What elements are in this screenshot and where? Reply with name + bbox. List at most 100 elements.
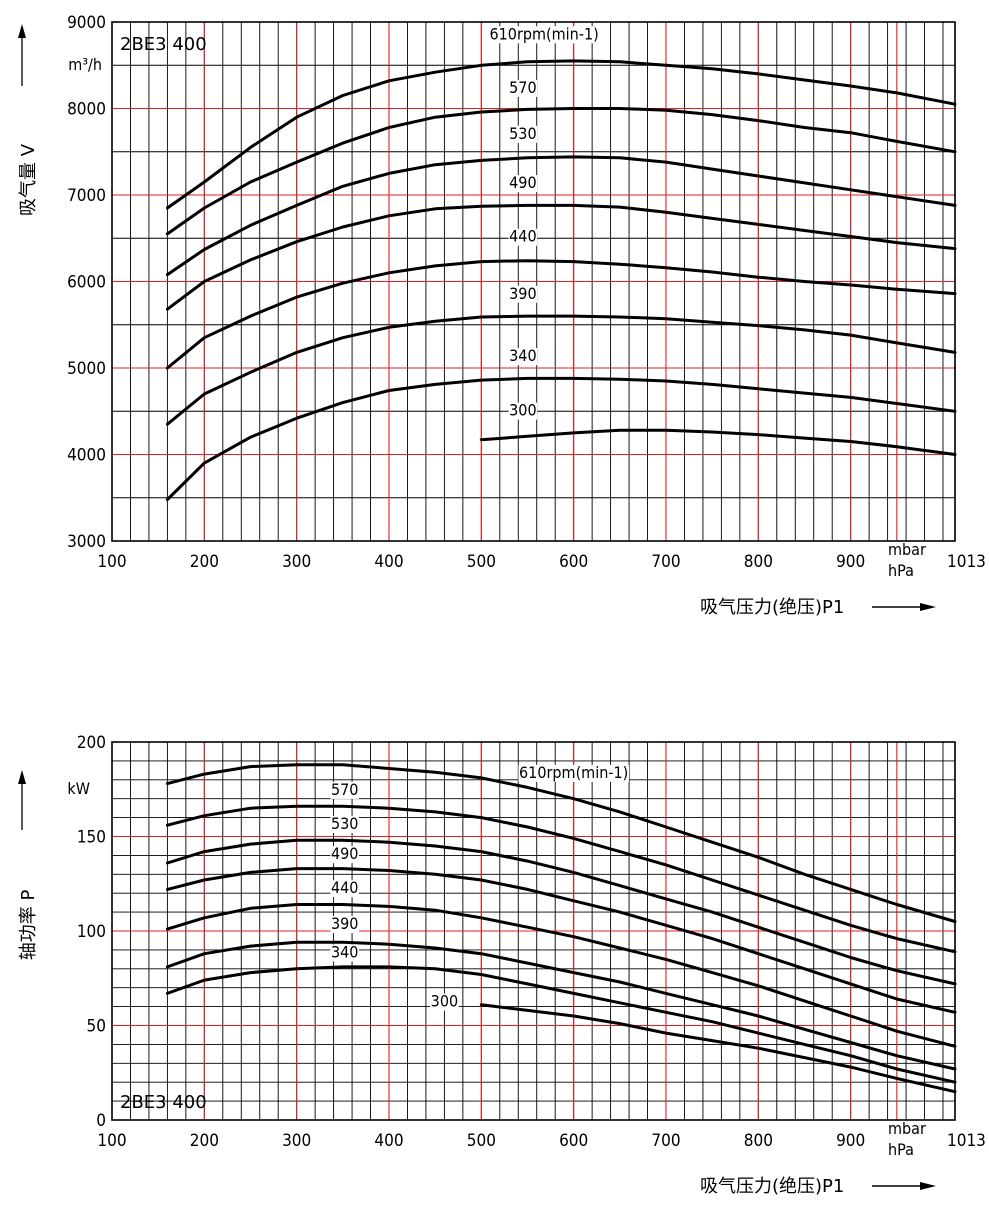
speed-curve <box>165 965 957 1084</box>
intake-volume-chart: 100 200 300 400 500 600 700 800 900 1013 3000 4000 5… <box>18 13 986 618</box>
y-unit-label: m³/h <box>68 55 102 74</box>
curve-label-bg <box>518 764 629 782</box>
curve-label: 570 <box>509 78 536 97</box>
x-tick-label: 800 <box>744 1131 773 1151</box>
curve-label: 610rpm(min-1) <box>489 24 598 43</box>
model-label: 2BE3 400 <box>120 1092 207 1113</box>
curve-label-bg <box>508 285 538 303</box>
curve-label-bg <box>508 348 538 366</box>
model-label: 2BE3 400 <box>120 34 207 55</box>
x-axis-arrow-head <box>920 1182 936 1190</box>
curve-label-bg <box>488 26 600 44</box>
y-tick-label: 3000 <box>67 532 106 552</box>
x-tick-label: 300 <box>282 552 311 572</box>
curve-label: 300 <box>431 992 458 1011</box>
curve-label-bg <box>330 944 359 962</box>
speed-curve <box>165 314 957 426</box>
curve-label: 490 <box>509 173 536 192</box>
x-tick-label: 200 <box>190 1131 219 1151</box>
x-tick-label: 300 <box>282 1131 311 1151</box>
x-tick-label: 400 <box>374 552 403 572</box>
speed-curve <box>165 838 957 986</box>
y-tick-label: 4000 <box>67 446 106 466</box>
y-tick-label: 8000 <box>67 100 106 120</box>
curve-label-bg <box>330 880 359 898</box>
speed-curve <box>165 940 957 1071</box>
x-tick-label: 1013 <box>947 552 986 572</box>
curve-label: 440 <box>509 227 536 246</box>
x-tick-label: 400 <box>374 1131 403 1151</box>
curve-label: 530 <box>509 124 536 143</box>
speed-curve <box>165 903 957 1048</box>
x-tick-label: 1013 <box>947 1131 986 1151</box>
speed-curve <box>165 259 957 370</box>
curve-label-bg <box>330 846 359 864</box>
speed-curve <box>165 804 957 954</box>
curve-label: 390 <box>509 284 536 303</box>
y-tick-label: 150 <box>77 828 106 848</box>
speed-curve <box>479 1003 957 1094</box>
x-tick-label: 500 <box>467 552 496 572</box>
speed-curve <box>165 376 957 501</box>
x-tick-label: 500 <box>467 1131 496 1151</box>
x-tick-label: 700 <box>651 1131 680 1151</box>
curve-label-bg <box>330 815 359 833</box>
x-tick-label: 100 <box>97 1131 126 1151</box>
y-unit-label: kW <box>67 779 90 798</box>
curve-label-bg <box>508 125 538 143</box>
curve-label-bg <box>430 993 459 1011</box>
y-tick-label: 9000 <box>67 13 106 33</box>
curve-label: 440 <box>331 878 358 897</box>
x-tick-label: 800 <box>744 552 773 572</box>
x-tick-label: 600 <box>559 1131 588 1151</box>
plot-frame <box>111 741 956 1121</box>
shaft-power-chart: 100 200 300 400 500 600 700 800 900 1013 0 50 100 150… <box>18 733 986 1197</box>
speed-curve <box>165 203 957 311</box>
x-tick-label: 600 <box>559 552 588 572</box>
curve-label-bg <box>330 916 359 934</box>
curve-label-bg <box>508 402 538 420</box>
x-axis-title: 吸气压力(绝压)P1 <box>700 597 844 618</box>
x-unit-label: mbar <box>888 1119 926 1138</box>
x-tick-label: 700 <box>651 552 680 572</box>
x-tick-label: 900 <box>836 1131 865 1151</box>
y-tick-label: 50 <box>87 1017 106 1037</box>
speed-curve <box>165 107 957 236</box>
curve-label-bg <box>330 781 359 799</box>
speed-curve <box>165 763 957 923</box>
y-tick-label: 7000 <box>67 186 106 206</box>
speed-curve <box>479 428 957 456</box>
curve-label: 340 <box>331 942 358 961</box>
speed-curve <box>165 59 957 210</box>
y-tick-label: 100 <box>77 922 106 942</box>
x-tick-label: 200 <box>190 552 219 572</box>
x-tick-label: 100 <box>97 552 126 572</box>
x-axis-arrow-head <box>920 603 936 611</box>
curve-label: 610rpm(min-1) <box>519 763 628 782</box>
x-unit-label: hPa <box>888 1140 914 1159</box>
curve-label-bg <box>508 228 538 246</box>
x-unit-label: hPa <box>888 561 914 580</box>
x-tick-label: 900 <box>836 552 865 572</box>
y-tick-label: 200 <box>77 733 106 753</box>
x-axis-title: 吸气压力(绝压)P1 <box>700 1176 844 1197</box>
curve-label: 340 <box>509 346 536 365</box>
y-axis-arrow-head <box>18 770 26 784</box>
plot-frame <box>111 21 956 542</box>
curve-label-bg <box>508 175 538 193</box>
curve-label: 570 <box>331 780 358 799</box>
curve-label: 300 <box>509 401 536 420</box>
curve-label-bg <box>508 79 538 97</box>
y-tick-label: 5000 <box>67 359 106 379</box>
curve-label: 530 <box>331 814 358 833</box>
y-axis-title: 吸气量 V <box>18 143 39 216</box>
y-tick-label: 0 <box>96 1111 106 1131</box>
y-tick-label: 6000 <box>67 273 106 293</box>
curve-label: 390 <box>331 914 358 933</box>
speed-curve <box>165 155 957 277</box>
y-axis-title: 轴功率 P <box>18 890 39 961</box>
curve-label: 490 <box>331 844 358 863</box>
speed-curve <box>165 867 957 1014</box>
x-unit-label: mbar <box>888 540 926 559</box>
